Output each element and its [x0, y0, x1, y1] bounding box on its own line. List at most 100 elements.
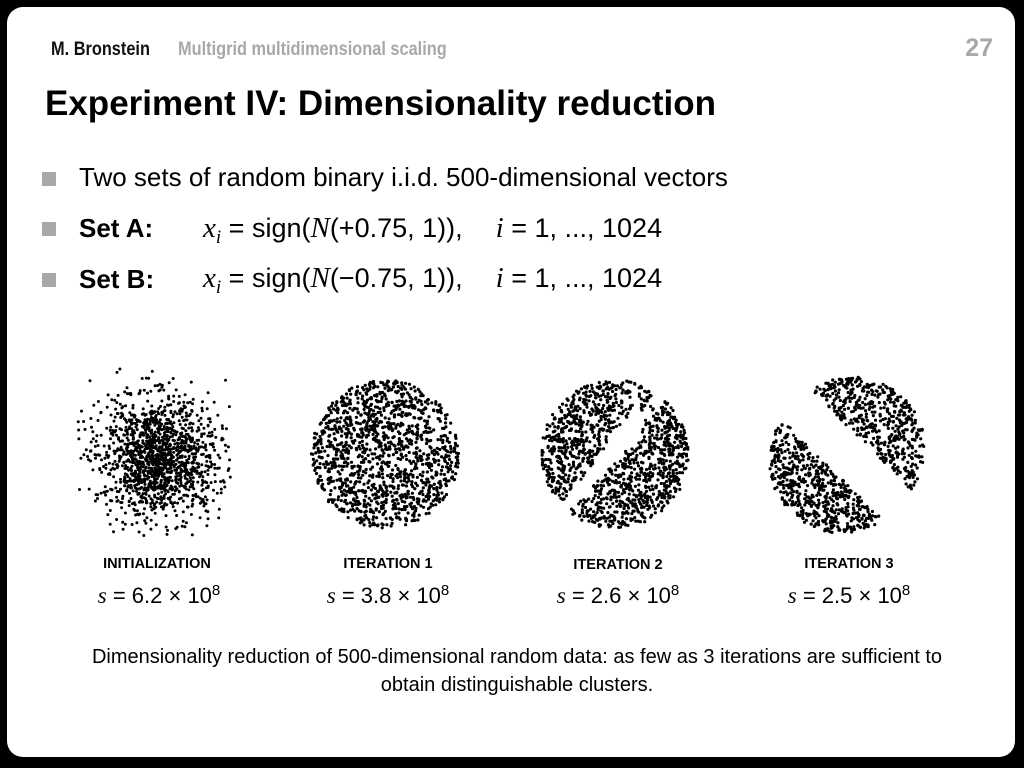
- scatter-point: [851, 511, 855, 516]
- scatter-point: [870, 509, 874, 514]
- scatter-point: [339, 479, 343, 483]
- scatter-point: [345, 433, 349, 437]
- scatter-point: [380, 501, 384, 505]
- scatter-point: [105, 450, 109, 454]
- scatter-point: [824, 503, 828, 507]
- scatter-point: [562, 497, 566, 501]
- scatter-point: [800, 479, 804, 484]
- scatter-point: [220, 424, 224, 428]
- scatter-point: [610, 472, 614, 476]
- scatter-point: [574, 389, 579, 393]
- scatter-point: [659, 481, 663, 486]
- scatter-point: [342, 461, 346, 465]
- scatter-point: [573, 471, 577, 475]
- scatter-point: [327, 481, 331, 486]
- scatter-point: [398, 432, 402, 436]
- scatter-point: [779, 448, 783, 452]
- scatter-point: [663, 495, 667, 499]
- scatter-point: [598, 523, 603, 527]
- scatter-point: [624, 407, 628, 411]
- scatter-point: [581, 391, 586, 395]
- scatter-point: [597, 439, 601, 443]
- scatter-point: [669, 415, 673, 419]
- scatter-point: [425, 453, 429, 457]
- scatter-point: [633, 516, 637, 520]
- scatter-point: [554, 434, 558, 438]
- scatter-point: [347, 430, 351, 434]
- scatter-point: [654, 485, 658, 489]
- scatter-point: [672, 495, 676, 499]
- scatter-point: [319, 439, 323, 444]
- scatter-point: [823, 470, 827, 474]
- scatter-point: [116, 393, 120, 397]
- scatter-point: [648, 428, 652, 432]
- scatter-point: [862, 434, 866, 438]
- scatter-point: [840, 507, 844, 511]
- scatter-point: [318, 462, 322, 466]
- scatter-point: [344, 421, 348, 425]
- scatter-point: [328, 408, 332, 412]
- scatter-point: [433, 460, 437, 464]
- scatter-point: [358, 453, 362, 457]
- scatter-point: [219, 487, 223, 491]
- scatter-point: [157, 462, 161, 466]
- scatter-point: [593, 494, 597, 498]
- scatter-point: [653, 444, 658, 448]
- scatter-point: [195, 413, 199, 417]
- scatter-point: [582, 447, 586, 451]
- scatter-point: [643, 495, 647, 500]
- scatter-point: [181, 510, 185, 514]
- scatter-point: [175, 430, 179, 434]
- scatter-point: [800, 468, 804, 472]
- slide-title: Experiment IV: Dimensionality reduction: [45, 84, 716, 123]
- scatter-point: [862, 526, 866, 530]
- scatter-point: [584, 430, 588, 434]
- scatter-point: [184, 429, 188, 433]
- scatter-point: [662, 504, 666, 508]
- scatter-point: [91, 430, 95, 434]
- scatter-point: [639, 490, 643, 494]
- scatter-point: [124, 425, 128, 429]
- scatter-point: [780, 497, 784, 501]
- scatter-point: [449, 464, 453, 468]
- scatter-point: [154, 456, 158, 460]
- scatter-point: [650, 433, 654, 437]
- scatter-point: [216, 466, 219, 470]
- scatter-point: [374, 419, 378, 423]
- scatter-point: [384, 447, 388, 451]
- scatter-point: [201, 452, 205, 456]
- scatter-point: [346, 427, 350, 432]
- scatter-point: [612, 420, 616, 424]
- scatter-point: [215, 491, 219, 495]
- scatter-point: [96, 493, 100, 497]
- scatter-point: [125, 489, 129, 493]
- scatter-point: [801, 516, 805, 521]
- scatter-point: [602, 403, 606, 408]
- scatter-point: [393, 444, 397, 448]
- scatter-point: [175, 441, 179, 445]
- scatter-point: [674, 445, 678, 450]
- scatter-point: [209, 481, 213, 485]
- scatter-point: [877, 401, 881, 405]
- scatter-point: [860, 517, 864, 521]
- scatter-point: [414, 440, 418, 444]
- scatter-point: [676, 462, 680, 466]
- scatter-point: [130, 464, 134, 468]
- scatter-point: [417, 491, 422, 496]
- scatter-point: [589, 507, 593, 511]
- scatter-point: [78, 488, 81, 491]
- scatter-point: [450, 460, 454, 464]
- scatter-point: [612, 518, 616, 522]
- scatter-point: [369, 507, 373, 511]
- scatter-point: [140, 425, 144, 428]
- scatter-point: [148, 422, 152, 426]
- scatter-point: [653, 463, 657, 467]
- scatter-point: [381, 426, 385, 430]
- scatter-point: [836, 503, 840, 507]
- scatter-point: [406, 511, 410, 515]
- scatter-point: [130, 413, 133, 417]
- scatter-point: [916, 433, 920, 437]
- scatter-point: [849, 418, 853, 422]
- scatter-point: [128, 441, 132, 445]
- scatter-point: [321, 432, 325, 436]
